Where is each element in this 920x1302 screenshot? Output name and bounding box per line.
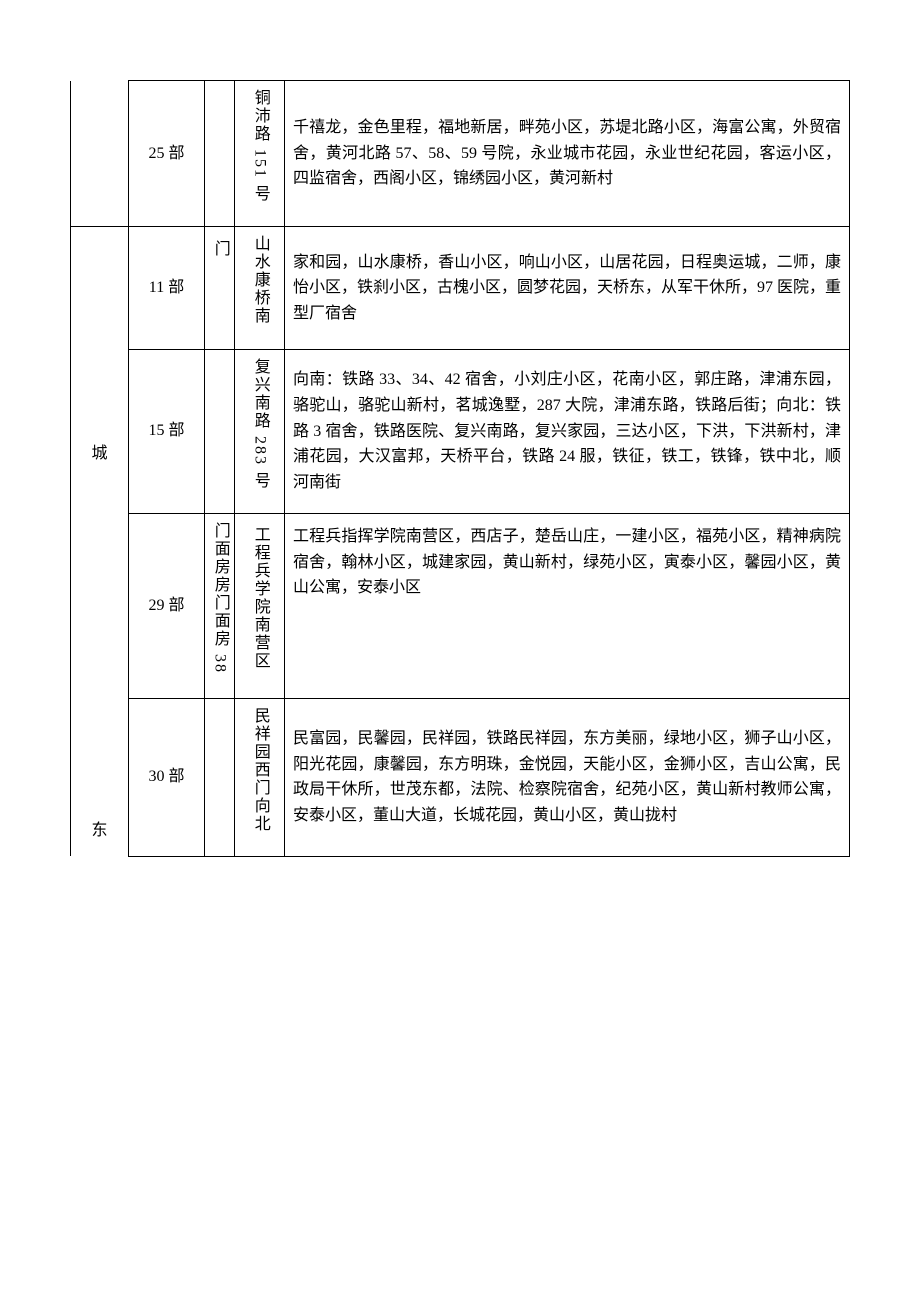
area-cell: 工程兵指挥学院南营区，西店子，楚岳山庄，一建小区，福苑小区，精神病院宿舍，翰林小… (285, 514, 850, 698)
table-row: 城 11 部 门 山水康桥南 家和园，山水康桥，香山小区，响山小区，山居花园，日… (71, 227, 850, 349)
district-text: 城 (91, 445, 107, 462)
area-cell: 千禧龙，金色里程，福地新居，畔苑小区，苏堤北路小区，海富公寓，外贸宿舍，黄河北路… (285, 81, 850, 227)
table-row: 15 部 复兴南路 283 号 向南：铁路 33、34、42 宿舍，小刘庄小区，… (71, 349, 850, 513)
location-text: 山水康桥南 (248, 235, 270, 325)
location-text: 工程兵学院南营区 (248, 526, 270, 670)
area-cell: 家和园，山水康桥，香山小区，响山小区，山居花园，日程奥运城，二师，康怡小区，铁刹… (285, 227, 850, 349)
col3-cell: 门面房房门面房 38 (205, 514, 235, 698)
table-row: 25 部 铜沛路 151 号 千禧龙，金色里程，福地新居，畔苑小区，苏堤北路小区… (71, 81, 850, 227)
col3-cell (205, 698, 235, 856)
col3-text: 门 (208, 240, 230, 258)
location-text: 铜沛路 151 号 (248, 89, 270, 203)
area-cell: 向南：铁路 33、34、42 宿舍，小刘庄小区，花南小区，郭庄路，津浦东园，骆驼… (285, 349, 850, 513)
district-cell: 东 (71, 514, 129, 857)
table-row: 30 部 民祥园西门向北 民富园，民馨园，民祥园，铁路民祥园，东方美丽，绿地小区… (71, 698, 850, 856)
col3-text: 门面房房门面房 38 (208, 522, 230, 674)
location-cell: 工程兵学院南营区 (235, 514, 285, 698)
location-text: 复兴南路 283 号 (248, 358, 270, 490)
col3-cell (205, 349, 235, 513)
district-text: 东 (91, 822, 107, 839)
table-row: 东 29 部 门面房房门面房 38 工程兵学院南营区 工程兵指挥学院南营区，西店… (71, 514, 850, 698)
dept-cell: 29 部 (129, 514, 205, 698)
district-cell (71, 81, 129, 227)
col3-cell (205, 81, 235, 227)
dept-cell: 15 部 (129, 349, 205, 513)
dept-cell: 30 部 (129, 698, 205, 856)
location-cell: 民祥园西门向北 (235, 698, 285, 856)
col3-cell: 门 (205, 227, 235, 349)
district-cell: 城 (71, 227, 129, 514)
location-cell: 铜沛路 151 号 (235, 81, 285, 227)
dept-cell: 25 部 (129, 81, 205, 227)
location-text: 民祥园西门向北 (248, 707, 270, 833)
location-cell: 复兴南路 283 号 (235, 349, 285, 513)
location-cell: 山水康桥南 (235, 227, 285, 349)
area-cell: 民富园，民馨园，民祥园，铁路民祥园，东方美丽，绿地小区，狮子山小区，阳光花园，康… (285, 698, 850, 856)
dept-cell: 11 部 (129, 227, 205, 349)
district-table: 25 部 铜沛路 151 号 千禧龙，金色里程，福地新居，畔苑小区，苏堤北路小区… (70, 80, 850, 857)
